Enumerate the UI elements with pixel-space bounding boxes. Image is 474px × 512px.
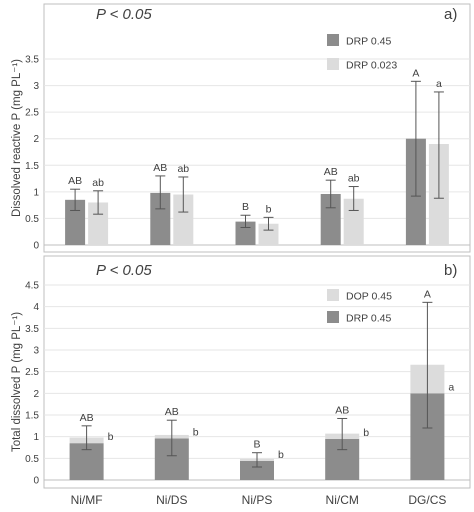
panel-a-significance-letter: b: [266, 203, 272, 215]
panel-b-significance-letter-drp: b: [363, 427, 369, 439]
panel-a-bar-drp-0-023: [258, 223, 279, 245]
panel-a-legend-label: DRP 0.45: [346, 36, 391, 48]
panel-a-bars: AB ab AB ab B b AB ab Aa: [65, 67, 449, 245]
panel-a-error-bar: [93, 190, 104, 215]
panel-b: P < 0.05 b) Total dissolved P (mg PL⁻¹) …: [11, 255, 471, 489]
panel-a-y-tick-label: 2: [33, 134, 39, 145]
panel-a-y-tick-label: 3: [33, 81, 39, 92]
panel-a-significance-letter: AB: [324, 166, 338, 178]
panel-b-significance-letter-drp: a: [448, 381, 454, 393]
panel-b-legend-swatch: [327, 289, 339, 301]
panel-b-y-tick-label: 0.5: [25, 454, 39, 465]
panel-b-y-tick-label: 4: [33, 302, 39, 313]
panel-a-y-tick-label: 0: [33, 241, 39, 252]
panel-b-error-bar: [337, 417, 348, 451]
panel-b-legend-swatch: [327, 311, 339, 323]
x-tick-label: Ni/PS: [242, 493, 273, 507]
panel-a-significance-letter: AB: [153, 162, 167, 174]
panel-b-y-tick-label: 0: [33, 476, 39, 487]
panel-a-error-bar: [70, 188, 81, 211]
panel-b-significance-letter-total: B: [253, 439, 260, 451]
panel-a-error-bar: [433, 91, 444, 199]
panel-b-significance-letter-drp: b: [278, 449, 284, 461]
panel-b-label: b): [444, 262, 457, 279]
panel-b-y-tick-label: 1.5: [25, 411, 39, 422]
panel-b-significance-letter-total: A: [424, 288, 431, 300]
panel-b-y-axis-label: Total dissolved P (mg PL⁻¹): [11, 312, 23, 452]
panel-b-significance-letter-drp: b: [193, 426, 199, 438]
panel-b-y-tick-label: 4.5: [25, 281, 39, 292]
x-tick-label: Ni/MF: [71, 493, 103, 507]
panel-b-legend-label: DRP 0.45: [346, 313, 391, 325]
panel-b-significance-letter-total: AB: [165, 406, 179, 418]
panel-a-bar-drp-0-45: [150, 192, 171, 245]
panel-b-error-bar: [252, 452, 262, 468]
panel-a-error-bar: [410, 80, 421, 197]
panel-a-error-bar: [240, 214, 251, 228]
panel-b-significance-letter-drp: b: [108, 431, 114, 443]
panel-b-error-bar: [81, 425, 92, 451]
panel-a-error-bar: [348, 186, 359, 211]
panel-a-significance-letter: B: [242, 201, 249, 213]
x-tick-label: Ni/CM: [326, 493, 359, 507]
panel-a-gridlines: [44, 58, 470, 246]
x-axis-tick-labels: Ni/MF Ni/DS Ni/PS Ni/CM DG/CS: [71, 493, 447, 507]
panel-b-y-tick-label: 3.5: [25, 324, 39, 335]
panel-a-significance-letter: ab: [177, 163, 189, 175]
panel-a-legend: DRP 0.45 DRP 0.023: [327, 34, 397, 72]
panel-a-frame: [43, 3, 471, 253]
panel-a-significance: P < 0.05: [96, 6, 152, 23]
panel-a-error-bar: [155, 175, 166, 210]
panel-a: P < 0.05 a) Dissolved reactive P (mg PL⁻…: [11, 3, 471, 253]
panel-a-legend-swatch: [327, 58, 339, 70]
panel-a-error-bar: [178, 176, 189, 213]
panel-a-y-axis-label: Dissolved reactive P (mg PL⁻¹): [11, 59, 23, 217]
panel-a-bar-drp-0-023: [88, 202, 109, 245]
panel-b-y-tick-label: 2.5: [25, 367, 39, 378]
panel-a-y-tick-label: 1.5: [25, 161, 39, 172]
panel-b-gridlines: [44, 284, 470, 481]
panel-b-bars: AB b AB b Bb AB b Aa: [69, 288, 454, 480]
panel-a-error-bar: [263, 216, 274, 231]
panel-b-legend: DOP 0.45 DRP 0.45: [327, 289, 392, 325]
panel-a-bar-drp-0-45: [65, 199, 86, 245]
panel-b-error-bar: [166, 419, 177, 457]
panel-a-label: a): [444, 6, 457, 23]
panel-b-y-tick-label: 3: [33, 346, 39, 357]
panel-a-y-tick-label: 1: [33, 187, 39, 198]
panel-a-y-tick-label: 2.5: [25, 108, 39, 119]
panel-b-significance-letter-total: AB: [80, 412, 94, 424]
panel-b-significance: P < 0.05: [96, 262, 152, 279]
panel-a-significance-letter: A: [412, 67, 419, 79]
panel-a-significance-letter: a: [436, 78, 442, 90]
panel-b-y-tick-label: 2: [33, 389, 39, 400]
panel-b-error-bar: [422, 301, 433, 429]
panel-a-significance-letter: AB: [68, 175, 82, 187]
panel-a-significance-letter: ab: [348, 173, 360, 185]
panel-a-legend-swatch: [327, 34, 339, 46]
panel-a-y-ticks: 0 0.5 1 1.5 2 2.5 3 3.5: [25, 55, 39, 252]
panel-a-legend-label: DRP 0.023: [346, 60, 397, 72]
x-tick-label: DG/CS: [408, 493, 446, 507]
panel-a-error-bar: [325, 179, 336, 209]
panel-b-y-tick-label: 1: [33, 432, 39, 443]
panel-b-legend-label: DOP 0.45: [346, 291, 392, 303]
x-tick-label: Ni/DS: [156, 493, 187, 507]
panel-a-y-tick-label: 0.5: [25, 214, 39, 225]
panel-b-bar-drp: [240, 460, 274, 480]
panel-a-bar-drp-0-023: [173, 194, 194, 245]
panel-b-y-ticks: 0 0.5 1 1.5 2 2.5 3 3.5 4 4.5: [25, 281, 39, 487]
panel-b-significance-letter-total: AB: [335, 404, 349, 416]
panel-a-bar-drp-0-45: [320, 193, 341, 245]
panel-a-significance-letter: ab: [92, 177, 104, 189]
panel-a-y-tick-label: 3.5: [25, 55, 39, 66]
